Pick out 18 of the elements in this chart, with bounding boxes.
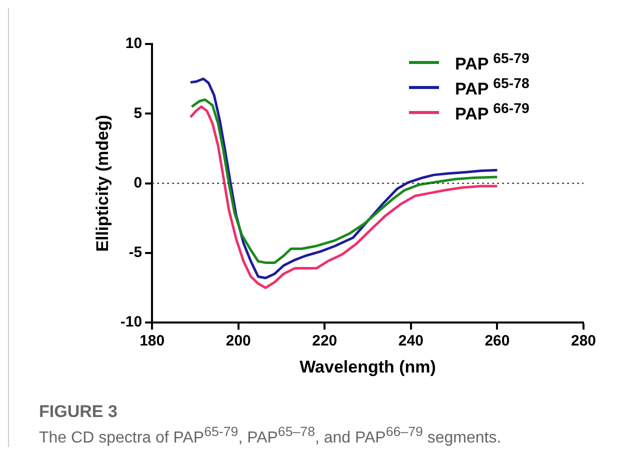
x-tick-label: 220 bbox=[312, 332, 338, 350]
y-axis-title: Ellipticity (mdeg) bbox=[92, 114, 112, 252]
x-tick-label: 240 bbox=[398, 332, 424, 350]
x-axis-title: Wavelength (nm) bbox=[300, 357, 436, 376]
legend-label: PAP $^{65-78}$ bbox=[455, 76, 530, 100]
y-tick-label: 0 bbox=[134, 174, 142, 192]
x-tick-label: 180 bbox=[140, 332, 165, 350]
x-tick-label: 200 bbox=[226, 332, 251, 350]
x-tick-label: 280 bbox=[570, 332, 596, 350]
legend-label: PAP $^{65-79}$ bbox=[455, 50, 530, 74]
legend-label: PAP $^{66-79}$ bbox=[455, 100, 530, 124]
y-tick-label: -5 bbox=[128, 244, 142, 262]
text: The CD spectra of PAP$^{65-79}$, PAP$^{65–78}$, and PAP$^{66–79}$ segments. bbox=[39, 424, 502, 448]
caption: FIGURE 3 bbox=[39, 402, 118, 422]
x-tick-label: 260 bbox=[484, 332, 510, 350]
y-tick-label: 10 bbox=[125, 35, 142, 52]
y-tick-label: 5 bbox=[134, 104, 142, 122]
y-tick-label: -10 bbox=[120, 314, 142, 331]
